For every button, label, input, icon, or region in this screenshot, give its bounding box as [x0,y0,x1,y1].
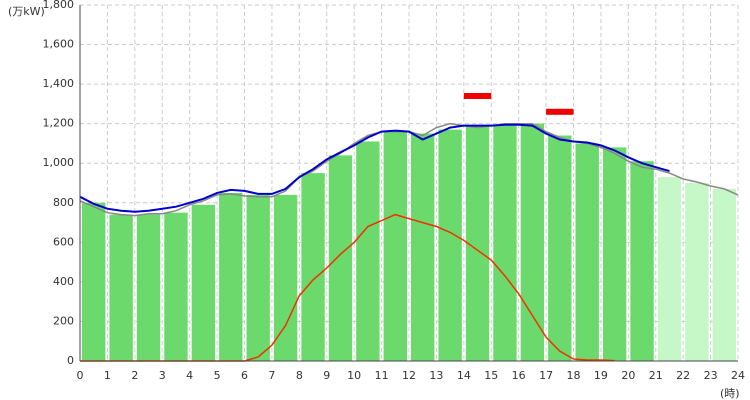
bar [657,177,682,361]
x-tick-label: 17 [539,369,553,382]
bar [438,129,462,361]
y-tick-label: 1,600 [43,38,75,51]
peak-marker [463,92,492,99]
x-tick-label: 19 [594,369,608,382]
y-unit-label: (万kW) [8,5,45,18]
x-unit-label: (時) [720,387,740,400]
x-tick-label: 2 [131,369,138,382]
bar [301,173,325,361]
x-tick-label: 15 [484,369,498,382]
x-tick-label: 13 [429,369,443,382]
x-tick-label: 9 [323,369,330,382]
bar [548,135,572,361]
bar [685,183,709,361]
x-tick-label: 24 [731,369,745,382]
y-tick-label: 0 [67,354,74,367]
bar [219,192,243,361]
bar [602,147,627,361]
bar [82,202,106,361]
x-tick-label: 3 [159,369,166,382]
line [79,123,670,213]
y-tick-label: 200 [53,314,74,327]
x-tick-label: 18 [567,369,581,382]
x-tick-label: 11 [375,369,389,382]
y-tick-label: 800 [53,196,74,209]
y-tick-label: 1,200 [43,117,75,130]
x-tick-label: 16 [512,369,526,382]
x-tick-label: 8 [296,369,303,382]
peak-marker [546,108,574,115]
bar [246,194,270,361]
bar [411,133,435,361]
bar [712,188,736,361]
x-tick-label: 1 [104,369,111,382]
y-tick-label: 400 [53,275,74,288]
bar [520,123,545,362]
bar [136,214,161,361]
bar [273,194,298,361]
x-tick-label: 12 [402,369,416,382]
x-tick-label: 14 [457,369,471,382]
bar [328,155,353,361]
y-tick-label: 1,000 [43,156,75,169]
x-tick-label: 4 [186,369,193,382]
bar [630,161,654,361]
x-tick-label: 5 [214,369,221,382]
y-tick-label: 1,400 [43,77,75,90]
bar [191,204,216,361]
x-tick-label: 10 [347,369,361,382]
bar [109,214,133,361]
bar [356,141,380,361]
bar [383,131,407,361]
x-tick-label: 22 [676,369,690,382]
y-tick-label: 600 [53,235,74,248]
bar [575,143,599,361]
x-tick-label: 23 [704,369,718,382]
x-tick-label: 0 [77,369,84,382]
bar [493,125,517,362]
x-tick-label: 7 [268,369,275,382]
x-tick-label: 21 [649,369,663,382]
bar [465,125,490,362]
x-tick-label: 20 [621,369,635,382]
y-tick-label: 1,800 [43,0,75,11]
x-tick-label: 6 [241,369,248,382]
bar [164,212,188,361]
